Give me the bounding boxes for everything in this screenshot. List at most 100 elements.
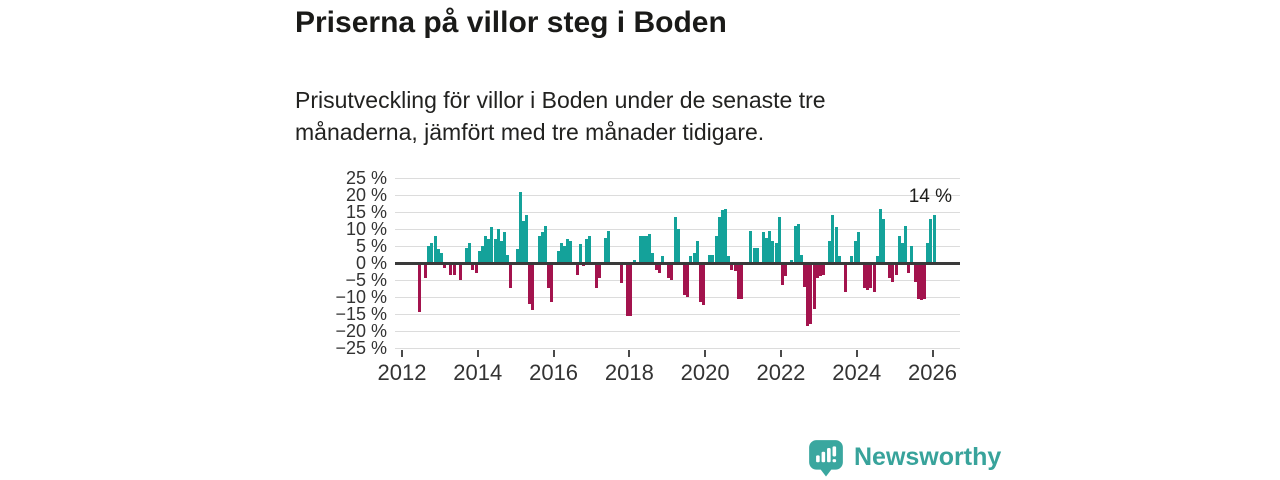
bar — [774, 242, 778, 263]
bar — [828, 240, 832, 263]
bar — [430, 242, 434, 263]
bar — [809, 264, 813, 324]
bar — [872, 264, 876, 292]
bar — [853, 240, 857, 263]
bar — [427, 246, 431, 263]
bar — [894, 264, 898, 275]
bar — [923, 264, 927, 299]
bar — [477, 251, 481, 263]
bar — [499, 240, 503, 263]
x-tick — [779, 350, 782, 357]
bar — [907, 264, 911, 273]
bar — [619, 264, 623, 284]
bar — [733, 264, 737, 272]
bar — [452, 264, 456, 275]
bar — [660, 256, 664, 263]
bar — [474, 264, 478, 273]
bar — [509, 264, 513, 289]
bar — [768, 230, 772, 263]
bar — [736, 264, 740, 299]
x-tick-label: 2016 — [529, 360, 579, 385]
bar — [714, 235, 718, 263]
bar — [790, 259, 794, 263]
bar — [863, 264, 867, 289]
bar — [784, 264, 788, 277]
bar — [670, 264, 674, 280]
gridline — [395, 296, 960, 298]
bar — [875, 256, 879, 263]
bar — [932, 215, 936, 263]
bar — [676, 229, 680, 263]
bar — [480, 246, 484, 263]
bar — [629, 264, 633, 316]
bar — [458, 264, 462, 280]
bar — [654, 264, 658, 270]
bar — [777, 217, 781, 263]
bar — [882, 218, 886, 263]
bar — [588, 235, 592, 263]
x-tick-label: 2018 — [604, 360, 654, 385]
bar — [891, 264, 895, 282]
bar — [493, 239, 497, 263]
bar — [522, 220, 525, 263]
bar — [831, 215, 835, 263]
bar — [780, 264, 784, 285]
bar — [569, 240, 573, 263]
x-tick — [931, 350, 934, 357]
gridline — [395, 330, 960, 332]
bar — [626, 264, 630, 316]
bar — [465, 247, 469, 263]
newsworthy-logo-link[interactable]: Newsworthy — [807, 438, 1001, 477]
bar — [503, 232, 507, 263]
x-tick-label: 2022 — [756, 360, 806, 385]
x-tick-label: 2024 — [832, 360, 882, 385]
bar — [642, 235, 645, 263]
bar — [866, 264, 870, 290]
bar — [683, 264, 687, 296]
bar — [484, 235, 488, 263]
bar — [771, 240, 775, 263]
bar — [443, 264, 447, 268]
y-tick-label: −15 % — [335, 304, 387, 324]
bar — [648, 234, 652, 263]
page-title: Priserna på villor steg i Boden — [295, 6, 727, 39]
bar — [698, 264, 702, 302]
x-tick — [552, 350, 555, 357]
mini-bar-chart-glyph — [816, 446, 837, 463]
bar — [834, 227, 838, 263]
bar — [673, 217, 677, 263]
x-tick — [855, 350, 858, 357]
speech-bubble-shape — [809, 440, 843, 477]
bar — [689, 256, 693, 263]
bar — [607, 230, 611, 263]
bar — [417, 264, 421, 313]
bar — [540, 232, 544, 263]
bar — [506, 254, 510, 263]
bar — [692, 252, 696, 263]
newsworthy-logo-icon — [809, 440, 843, 477]
y-tick-label: 0 % — [355, 253, 387, 273]
bar — [799, 254, 803, 263]
bar — [752, 247, 756, 263]
bar — [575, 264, 579, 275]
bar — [559, 242, 563, 263]
bar — [815, 264, 819, 279]
x-tick-label: 2026 — [908, 360, 957, 385]
y-tick-label: −5 % — [345, 270, 387, 290]
bar — [547, 264, 551, 289]
x-tick — [476, 350, 479, 357]
bar — [657, 264, 661, 273]
bar — [910, 246, 914, 263]
bar — [897, 235, 901, 263]
y-tick-label: −20 % — [335, 321, 387, 341]
bar — [822, 264, 825, 275]
bar — [806, 264, 810, 326]
bar — [496, 229, 500, 263]
header: Priserna på villor steg i Boden Prisutve… — [295, 6, 985, 148]
bar — [765, 237, 769, 263]
bar — [604, 237, 608, 263]
bar — [837, 256, 841, 263]
bar — [730, 264, 734, 270]
bar — [563, 246, 567, 263]
